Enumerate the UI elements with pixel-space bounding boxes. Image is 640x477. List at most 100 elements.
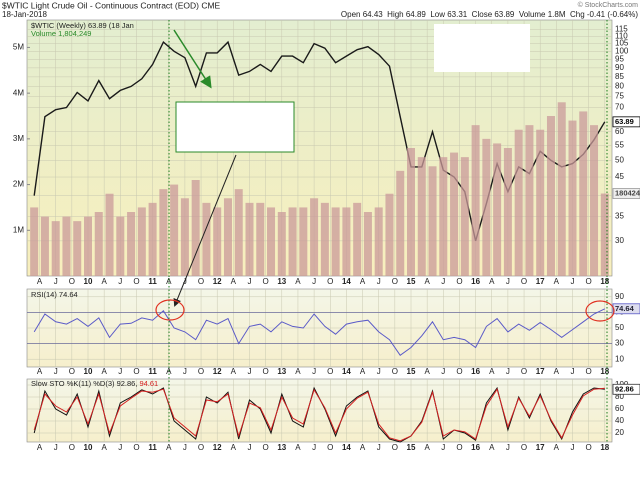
x-tick-label: J xyxy=(54,367,58,376)
volume-bar xyxy=(353,202,362,276)
x-tick-label: J xyxy=(571,443,575,452)
y-tick-label: 70 xyxy=(615,103,624,112)
chart-date: 18-Jan-2018 xyxy=(2,10,47,19)
x-tick-label: J xyxy=(506,277,510,286)
x-tick-label: O xyxy=(392,277,398,286)
x-tick-label: J xyxy=(118,443,122,452)
x-tick-label: 11 xyxy=(148,367,157,376)
x-tick-label: O xyxy=(392,443,398,452)
x-tick-label: 18 xyxy=(600,443,609,452)
volume-bar xyxy=(62,216,71,276)
volume-bar xyxy=(482,138,491,276)
x-tick-label: O xyxy=(133,277,139,286)
x-tick-label: A xyxy=(295,367,301,376)
x-tick-label: O xyxy=(263,367,269,376)
y-tick-label: 50 xyxy=(615,156,624,165)
volume-bar xyxy=(234,189,243,276)
volume-bar xyxy=(568,120,577,276)
legend-label: 94.61 xyxy=(139,379,158,388)
x-tick-label: O xyxy=(456,443,462,452)
x-tick-label: O xyxy=(263,443,269,452)
x-tick-label: O xyxy=(133,443,139,452)
x-tick-label: A xyxy=(231,277,237,286)
x-tick-label: J xyxy=(377,443,381,452)
volume-bar xyxy=(557,102,566,277)
x-tick-label: O xyxy=(327,367,333,376)
y-tick-label: 55 xyxy=(615,141,624,150)
legend-label: Volume 1,804,249 xyxy=(31,29,91,38)
last-value-box xyxy=(612,383,640,395)
last-value-label: 1804249 xyxy=(615,189,640,198)
x-tick-label: 10 xyxy=(84,277,93,286)
y2-tick-label: 4M xyxy=(13,88,24,97)
last-value-box xyxy=(612,116,640,128)
highlight-circle xyxy=(155,299,185,321)
volume-bar xyxy=(180,198,189,276)
x-tick-label: 16 xyxy=(471,443,480,452)
series-line xyxy=(33,308,606,357)
x-tick-label: A xyxy=(360,443,366,452)
x-tick-label: 12 xyxy=(213,367,222,376)
volume-bar xyxy=(546,116,555,276)
last-value: 1804249 xyxy=(612,188,640,199)
arrow xyxy=(173,154,237,307)
x-tick-label: O xyxy=(263,277,269,286)
last-value: 92.86 xyxy=(612,383,640,395)
y2-tick-label: 3M xyxy=(13,134,24,143)
x-tick-label: J xyxy=(118,367,122,376)
x-tick-label: 17 xyxy=(536,443,545,452)
y-tick-label: 115 xyxy=(615,24,628,33)
volume-bar xyxy=(503,148,512,276)
volume-bar xyxy=(417,157,426,276)
volume-bar xyxy=(439,157,448,276)
x-tick-label: A xyxy=(360,277,366,286)
x-tick-label: O xyxy=(392,367,398,376)
x-tick-label: O xyxy=(586,277,592,286)
panel-title: RSI(14) 74.64 xyxy=(31,290,78,299)
volume-bar xyxy=(94,212,103,276)
volume-bar xyxy=(73,221,82,276)
y-tick-label: 90 xyxy=(615,292,624,301)
x-tick-label: A xyxy=(295,443,301,452)
x-tick-label: J xyxy=(248,443,252,452)
x-tick-label: A xyxy=(231,443,237,452)
y-tick-label: 90 xyxy=(615,63,624,72)
y2-tick-label: 2M xyxy=(13,180,24,189)
x-tick-label: O xyxy=(456,367,462,376)
x-tick-label: O xyxy=(69,367,75,376)
x-tick-label: J xyxy=(377,367,381,376)
x-tick-label: 11 xyxy=(148,277,157,286)
volume-bar xyxy=(310,198,319,276)
note-box xyxy=(175,101,295,153)
x-tick-label: A xyxy=(166,367,172,376)
volume-bar xyxy=(600,193,609,276)
x-tick-label: A xyxy=(360,367,366,376)
volume-bar xyxy=(213,207,222,276)
x-tick-label: 13 xyxy=(277,443,286,452)
volume-bar xyxy=(450,152,459,276)
volume-bar xyxy=(460,157,469,276)
x-tick-label: A xyxy=(554,443,560,452)
x-tick-label: A xyxy=(424,443,430,452)
last-value: 74.64 xyxy=(612,303,640,315)
volume-bar xyxy=(320,202,329,276)
x-tick-label: 10 xyxy=(84,443,93,452)
x-tick-label: O xyxy=(69,277,75,286)
volume-bar xyxy=(277,212,286,276)
x-tick-label: O xyxy=(198,367,204,376)
x-tick-label: A xyxy=(101,277,107,286)
volume-bar xyxy=(105,193,114,276)
volume-bar xyxy=(116,216,125,276)
volume-bar xyxy=(84,216,92,276)
x-tick-label: J xyxy=(571,367,575,376)
volume-bar xyxy=(493,143,502,276)
volume-bar xyxy=(267,207,276,276)
x-tick-label: O xyxy=(198,277,204,286)
y-tick-label: 10 xyxy=(615,354,624,363)
series-line xyxy=(33,387,605,442)
x-tick-label: O xyxy=(198,443,204,452)
last-value-label: 92.86 xyxy=(615,384,634,393)
x-tick-label: O xyxy=(586,367,592,376)
x-tick-label: A xyxy=(166,277,172,286)
